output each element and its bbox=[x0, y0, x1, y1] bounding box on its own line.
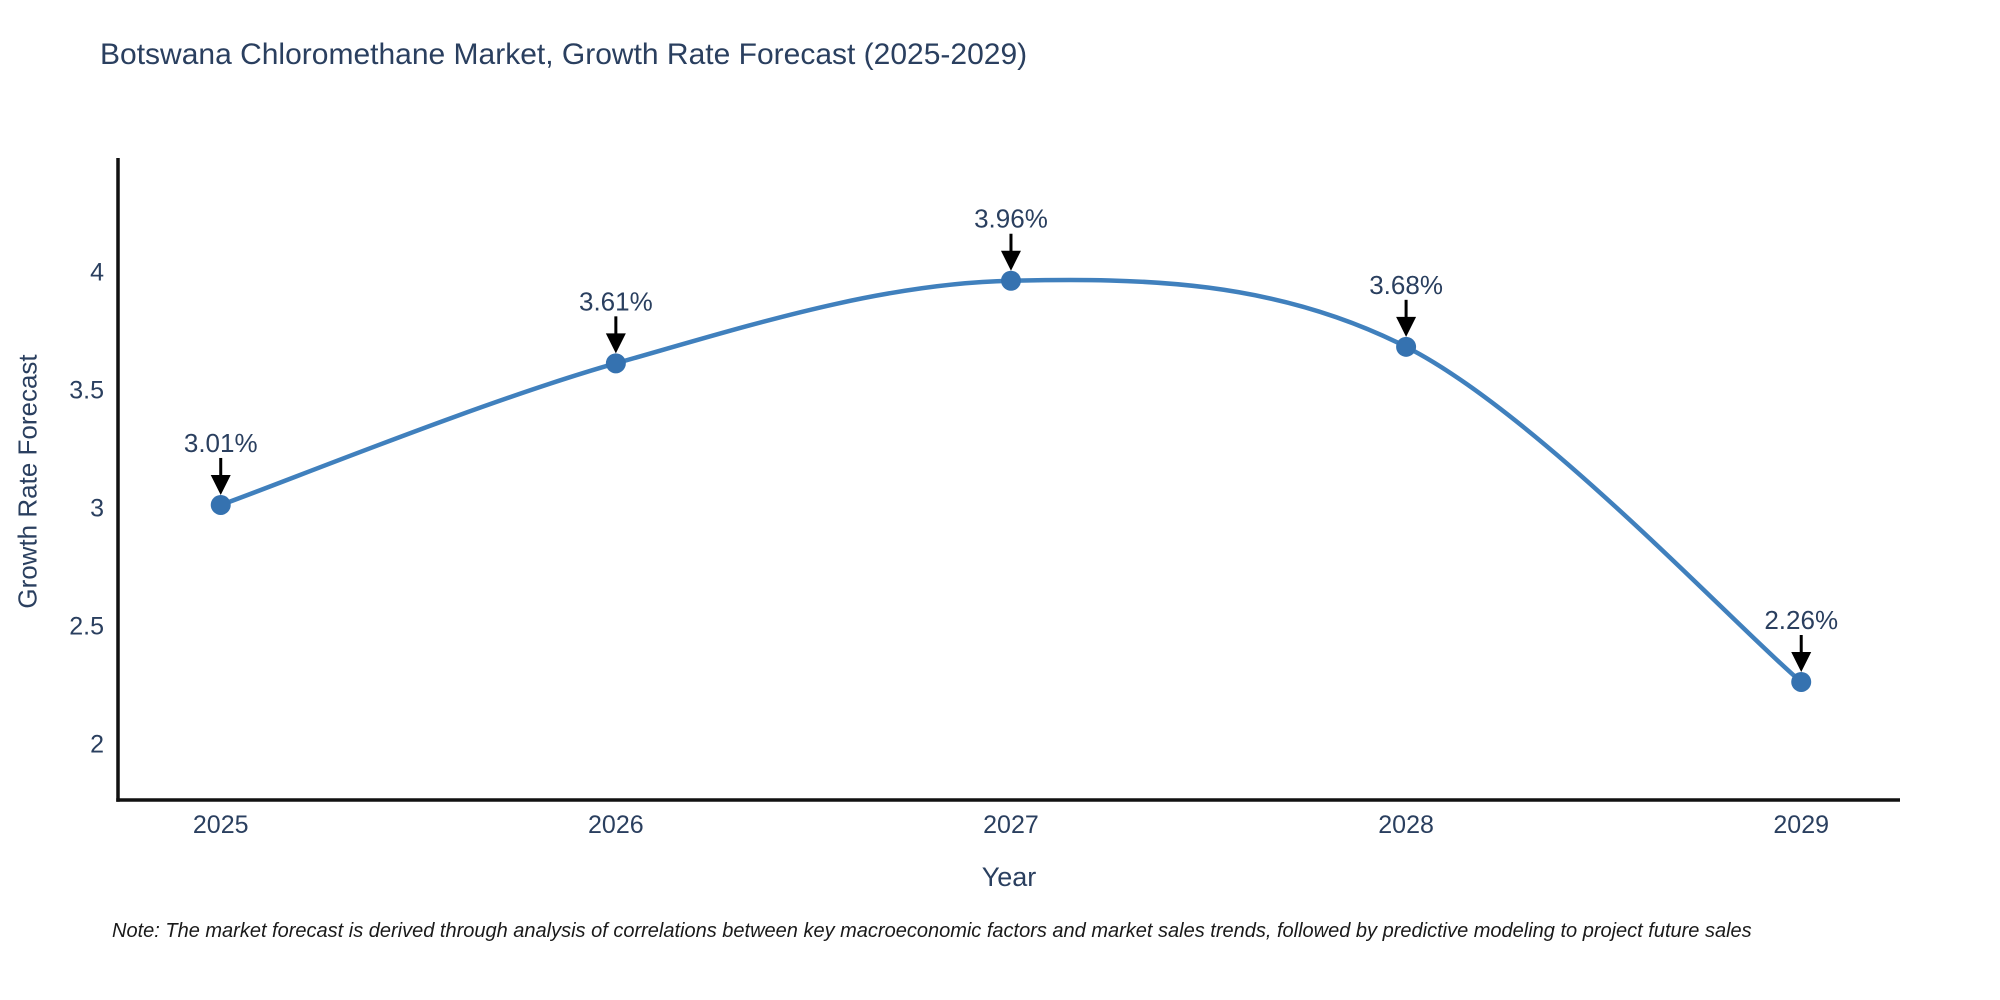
x-tick-label: 2028 bbox=[1378, 811, 1434, 839]
x-tick-label: 2029 bbox=[1773, 811, 1829, 839]
x-axis-title: Year bbox=[981, 862, 1037, 892]
y-tick-label: 3 bbox=[90, 494, 104, 522]
x-tick-label: 2027 bbox=[983, 811, 1039, 839]
annotation-label: 2.26% bbox=[1764, 605, 1838, 635]
annotation-label: 3.61% bbox=[579, 286, 653, 316]
data-point-marker[interactable] bbox=[1791, 671, 1812, 692]
data-point-marker[interactable] bbox=[210, 494, 231, 515]
data-point-marker[interactable] bbox=[1396, 336, 1417, 357]
chart-title: Botswana Chloromethane Market, Growth Ra… bbox=[100, 38, 1028, 71]
x-tick-label: 2026 bbox=[588, 811, 644, 839]
annotation-arrowhead-icon bbox=[1000, 250, 1021, 271]
x-tick-label: 2025 bbox=[193, 811, 249, 839]
annotation-arrowhead-icon bbox=[605, 333, 626, 354]
annotation-label: 3.96% bbox=[974, 204, 1048, 234]
data-point-marker[interactable] bbox=[1000, 270, 1021, 291]
data-point-marker[interactable] bbox=[605, 353, 626, 374]
y-tick-label: 2.5 bbox=[69, 612, 104, 640]
line-series bbox=[219, 277, 1803, 684]
y-tick-label: 3.5 bbox=[69, 376, 104, 404]
annotation-arrowhead-icon bbox=[210, 474, 231, 495]
annotation-arrowhead-icon bbox=[1396, 316, 1417, 337]
annotation-label: 3.01% bbox=[184, 428, 258, 458]
y-tick-label: 2 bbox=[90, 730, 104, 758]
annotation-arrowhead-icon bbox=[1791, 651, 1812, 672]
annotation-label: 3.68% bbox=[1369, 270, 1443, 300]
y-tick-label: 4 bbox=[90, 258, 104, 286]
footnote: Note: The market forecast is derived thr… bbox=[112, 920, 1752, 942]
